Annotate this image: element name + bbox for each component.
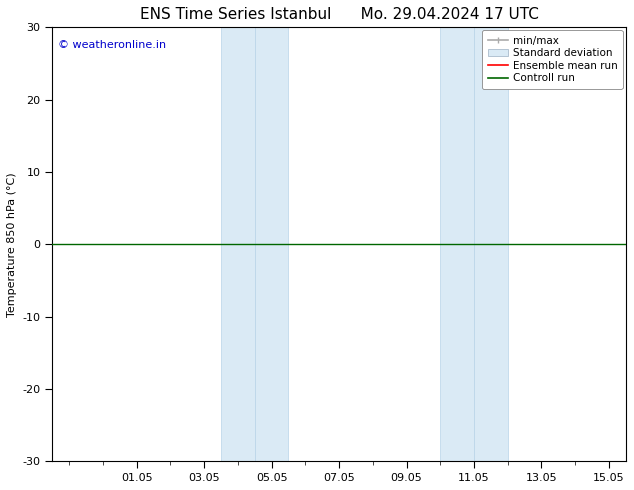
Legend: min/max, Standard deviation, Ensemble mean run, Controll run: min/max, Standard deviation, Ensemble me… [482, 30, 623, 89]
Text: © weatheronline.in: © weatheronline.in [58, 40, 166, 50]
Bar [440, 27, 474, 461]
Bar [255, 27, 288, 461]
Bar [474, 27, 508, 461]
Title: ENS Time Series Istanbul      Mo. 29.04.2024 17 UTC: ENS Time Series Istanbul Mo. 29.04.2024 … [139, 7, 538, 22]
Bar [221, 27, 255, 461]
Y-axis label: Temperature 850 hPa (°C): Temperature 850 hPa (°C) [7, 172, 17, 317]
